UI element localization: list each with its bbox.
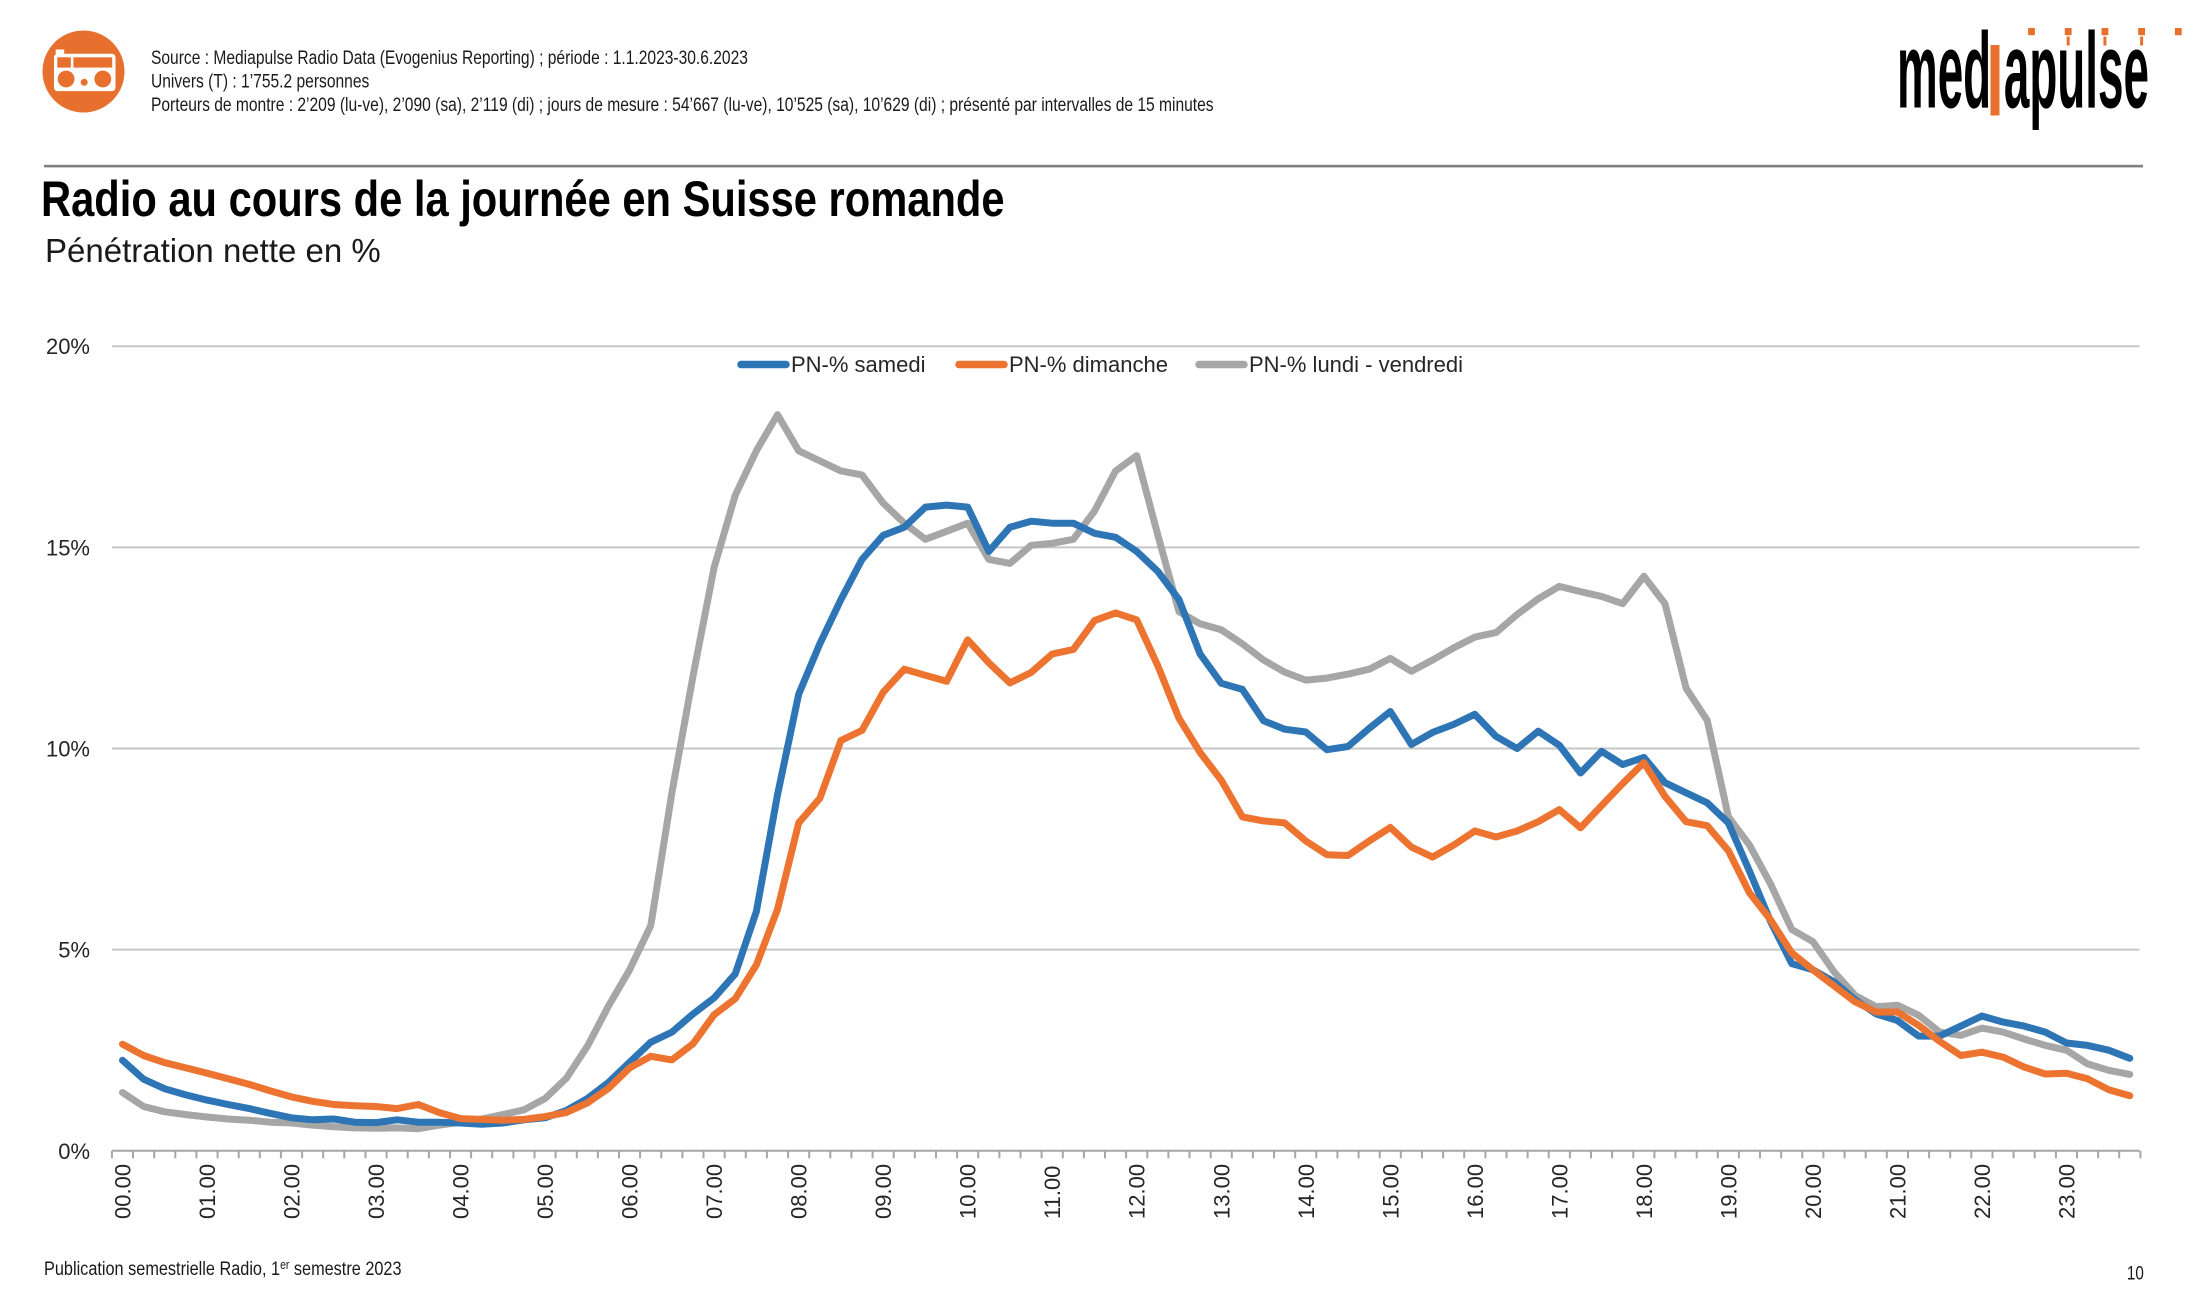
svg-text:04.00: 04.00	[449, 1164, 474, 1219]
svg-text:09.00: 09.00	[871, 1164, 896, 1219]
svg-text:10%: 10%	[46, 737, 90, 762]
svg-text:Publication semestrielle Radio: Publication semestrielle Radio, 1er seme…	[44, 1258, 402, 1280]
svg-text:Porteurs de montre : 2’209 (lu: Porteurs de montre : 2’209 (lu-ve), 2’09…	[151, 93, 1214, 115]
svg-text:5%: 5%	[58, 938, 90, 963]
svg-text:15.00: 15.00	[1378, 1164, 1403, 1219]
svg-text:10: 10	[2127, 1262, 2144, 1284]
svg-text:PN-% samedi: PN-% samedi	[791, 352, 925, 377]
svg-text:Source : Mediapulse Radio Data: Source : Mediapulse Radio Data (Evogeniu…	[151, 46, 748, 68]
svg-text:0%: 0%	[58, 1139, 90, 1164]
svg-text:20.00: 20.00	[1801, 1164, 1826, 1219]
svg-text:Univers (T) : 1’755.2 personne: Univers (T) : 1’755.2 personnes	[151, 70, 369, 92]
svg-text:06.00: 06.00	[618, 1164, 643, 1219]
svg-text:05.00: 05.00	[533, 1164, 558, 1219]
svg-text:Pénétration nette en %: Pénétration nette en %	[45, 232, 381, 269]
svg-text:17.00: 17.00	[1547, 1164, 1572, 1219]
svg-text:07.00: 07.00	[702, 1164, 727, 1219]
svg-text:01.00: 01.00	[195, 1164, 220, 1219]
svg-text:PN-% lundi - vendredi: PN-% lundi - vendredi	[1249, 352, 1463, 377]
svg-text:03.00: 03.00	[364, 1164, 389, 1219]
svg-text:11.00: 11.00	[1040, 1166, 1065, 1219]
svg-text:10.00: 10.00	[956, 1164, 981, 1219]
svg-text:02.00: 02.00	[280, 1164, 305, 1219]
svg-text:18.00: 18.00	[1632, 1164, 1657, 1219]
svg-text:15%: 15%	[46, 535, 90, 560]
svg-text:medıapulse: medıapulse	[1897, 10, 2149, 131]
svg-text:20%: 20%	[46, 334, 90, 359]
svg-text:14.00: 14.00	[1294, 1164, 1319, 1219]
svg-text:23.00: 23.00	[2055, 1164, 2080, 1219]
svg-text:08.00: 08.00	[787, 1164, 812, 1219]
svg-text:19.00: 19.00	[1716, 1164, 1741, 1219]
svg-text:21.00: 21.00	[1885, 1164, 1910, 1219]
svg-text:Radio au cours de la journée e: Radio au cours de la journée en Suisse r…	[41, 170, 1005, 226]
svg-text:13.00: 13.00	[1209, 1164, 1234, 1219]
svg-text:PN-% dimanche: PN-% dimanche	[1009, 352, 1168, 377]
svg-text:12.00: 12.00	[1125, 1164, 1150, 1219]
svg-text:00.00: 00.00	[111, 1164, 136, 1219]
svg-text:22.00: 22.00	[1970, 1164, 1995, 1219]
svg-text:16.00: 16.00	[1463, 1164, 1488, 1219]
